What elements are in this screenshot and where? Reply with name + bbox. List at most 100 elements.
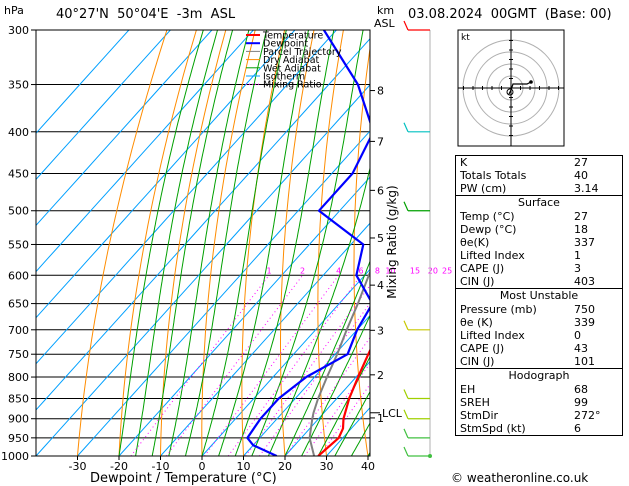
most-unstable-label: CAPE (J) xyxy=(460,342,505,355)
legend-label: Parcel Trajectory xyxy=(263,47,342,58)
wet-adiabat-line xyxy=(334,390,370,456)
legend-label: Isotherm xyxy=(263,72,305,83)
index-row: K 27 xyxy=(456,156,622,169)
isotherm-line xyxy=(77,130,370,456)
legend-label: Temperature xyxy=(262,31,323,42)
temperature-profile xyxy=(317,348,370,456)
dewpoint-profile xyxy=(246,30,370,456)
hodograph-trace xyxy=(508,81,532,95)
pressure-tick-label: 850 xyxy=(8,392,29,405)
hodograph-point xyxy=(529,80,533,84)
most-unstable-value: 339 xyxy=(574,316,595,329)
temp-tick-label: 40 xyxy=(361,460,375,473)
wind-barb-flag xyxy=(403,201,409,211)
pressure-tick-label: 500 xyxy=(8,205,29,218)
mixing-ratio-label: 15 xyxy=(410,266,420,275)
dry-adiabat-line xyxy=(160,30,227,456)
most-unstable-label: Pressure (mb) xyxy=(460,303,537,316)
surface-row: Temp (°C) 27 xyxy=(456,210,622,223)
pressure-unit: hPa xyxy=(4,4,24,17)
surface-row: CIN (J) 403 xyxy=(456,275,622,288)
mixing-ratio-axis-label: Mixing Ratio (g/kg) xyxy=(385,185,399,299)
pressure-tick-label: 300 xyxy=(8,24,29,37)
isotherm-line xyxy=(36,84,370,456)
hodograph-unit: kt xyxy=(461,33,470,43)
lcl-label: LCL xyxy=(382,407,403,420)
wet-adiabat-line xyxy=(135,30,218,456)
surface-label: Temp (°C) xyxy=(460,210,515,223)
index-label: K xyxy=(460,156,468,169)
most-unstable-value: 101 xyxy=(574,355,595,368)
pressure-tick-label: 550 xyxy=(8,238,29,251)
isotherm-line xyxy=(36,30,213,227)
mixing-ratio-label: 8 xyxy=(375,266,380,275)
wet-adiabat-line xyxy=(234,30,335,456)
index-label: PW (cm) xyxy=(460,182,507,195)
mixing-ratio-label: 20 xyxy=(428,266,438,275)
isotherm-line xyxy=(36,38,370,411)
most-unstable-row: Lifted Index 0 xyxy=(456,329,622,342)
storm-motion-marker xyxy=(506,88,514,96)
height-unit-asl: ASL xyxy=(374,17,395,30)
temp-tick-label: 30 xyxy=(320,460,334,473)
surface-value: 27 xyxy=(574,210,588,223)
pressure-tick-label: 350 xyxy=(8,79,29,92)
wet-adiabat-line xyxy=(151,30,234,456)
surface-label: CIN (J) xyxy=(460,275,495,288)
height-tick-label: 4 xyxy=(377,279,384,292)
surface-label: Lifted Index xyxy=(460,249,525,262)
wind-barb-flag xyxy=(403,389,409,399)
location-title: 40°27'N 50°04'E -3m ASL xyxy=(56,7,236,22)
height-tick-label: 6 xyxy=(377,184,384,197)
mixing-ratio-label: 4 xyxy=(336,266,341,275)
plot-frame xyxy=(35,29,371,457)
temp-tick-label: -10 xyxy=(152,460,170,473)
hodograph-label: StmDir xyxy=(460,409,499,422)
wet-adiabat-line xyxy=(251,30,364,456)
temp-tick-label: -20 xyxy=(110,460,128,473)
dry-adiabat-line xyxy=(241,30,286,456)
pressure-tick-label: 900 xyxy=(8,413,29,426)
wind-barb-flag xyxy=(403,428,409,439)
copyright: © weatheronline.co.uk xyxy=(451,471,589,485)
datetime-title: 03.08.2024 00GMT (Base: 00) xyxy=(408,7,612,22)
wind-barb-surface xyxy=(428,454,432,458)
legend-label: Dry Adiabat xyxy=(263,55,320,66)
pressure-tick-label: 750 xyxy=(8,348,29,361)
hodograph-label: StmSpd (kt) xyxy=(460,422,526,435)
mixing-ratio-label: 2 xyxy=(300,266,305,275)
most-unstable-value: 0 xyxy=(574,329,581,342)
most-unstable-row: Pressure (mb) 750 xyxy=(456,303,622,316)
surface-value: 403 xyxy=(574,275,595,288)
surface-label: Dewp (°C) xyxy=(460,223,517,236)
temp-tick-label: 0 xyxy=(199,460,206,473)
surface-title: Surface xyxy=(456,195,622,210)
pressure-tick-label: 950 xyxy=(8,432,29,445)
temp-tick-label: -30 xyxy=(69,460,87,473)
hodograph-label: EH xyxy=(460,383,476,396)
wet-adiabat-line xyxy=(267,165,370,456)
pressure-tick-label: 600 xyxy=(8,269,29,282)
pressure-tick-label: 800 xyxy=(8,371,29,384)
surface-value: 337 xyxy=(574,236,595,249)
wet-adiabat-line xyxy=(301,314,370,456)
isotherm-line xyxy=(284,360,370,456)
isotherm-line xyxy=(36,30,296,319)
surface-value: 18 xyxy=(574,223,588,236)
pressure-tick-label: 450 xyxy=(8,167,29,180)
wet-adiabat-line xyxy=(118,30,204,456)
hodograph-row: StmSpd (kt) 6 xyxy=(456,422,622,435)
hodograph-value: 6 xyxy=(574,422,581,435)
hodograph-row: EH 68 xyxy=(456,383,622,396)
index-label: Totals Totals xyxy=(460,169,527,182)
most-unstable-value: 750 xyxy=(574,303,595,316)
surface-row: Lifted Index 1 xyxy=(456,249,622,262)
wet-adiabat-line xyxy=(218,30,309,456)
mixing-ratio-line xyxy=(165,274,303,456)
mixing-ratio-label: 1 xyxy=(266,266,271,275)
index-value: 3.14 xyxy=(574,182,599,195)
most-unstable-label: θe (K) xyxy=(460,316,493,329)
index-row: PW (cm) 3.14 xyxy=(456,182,622,195)
